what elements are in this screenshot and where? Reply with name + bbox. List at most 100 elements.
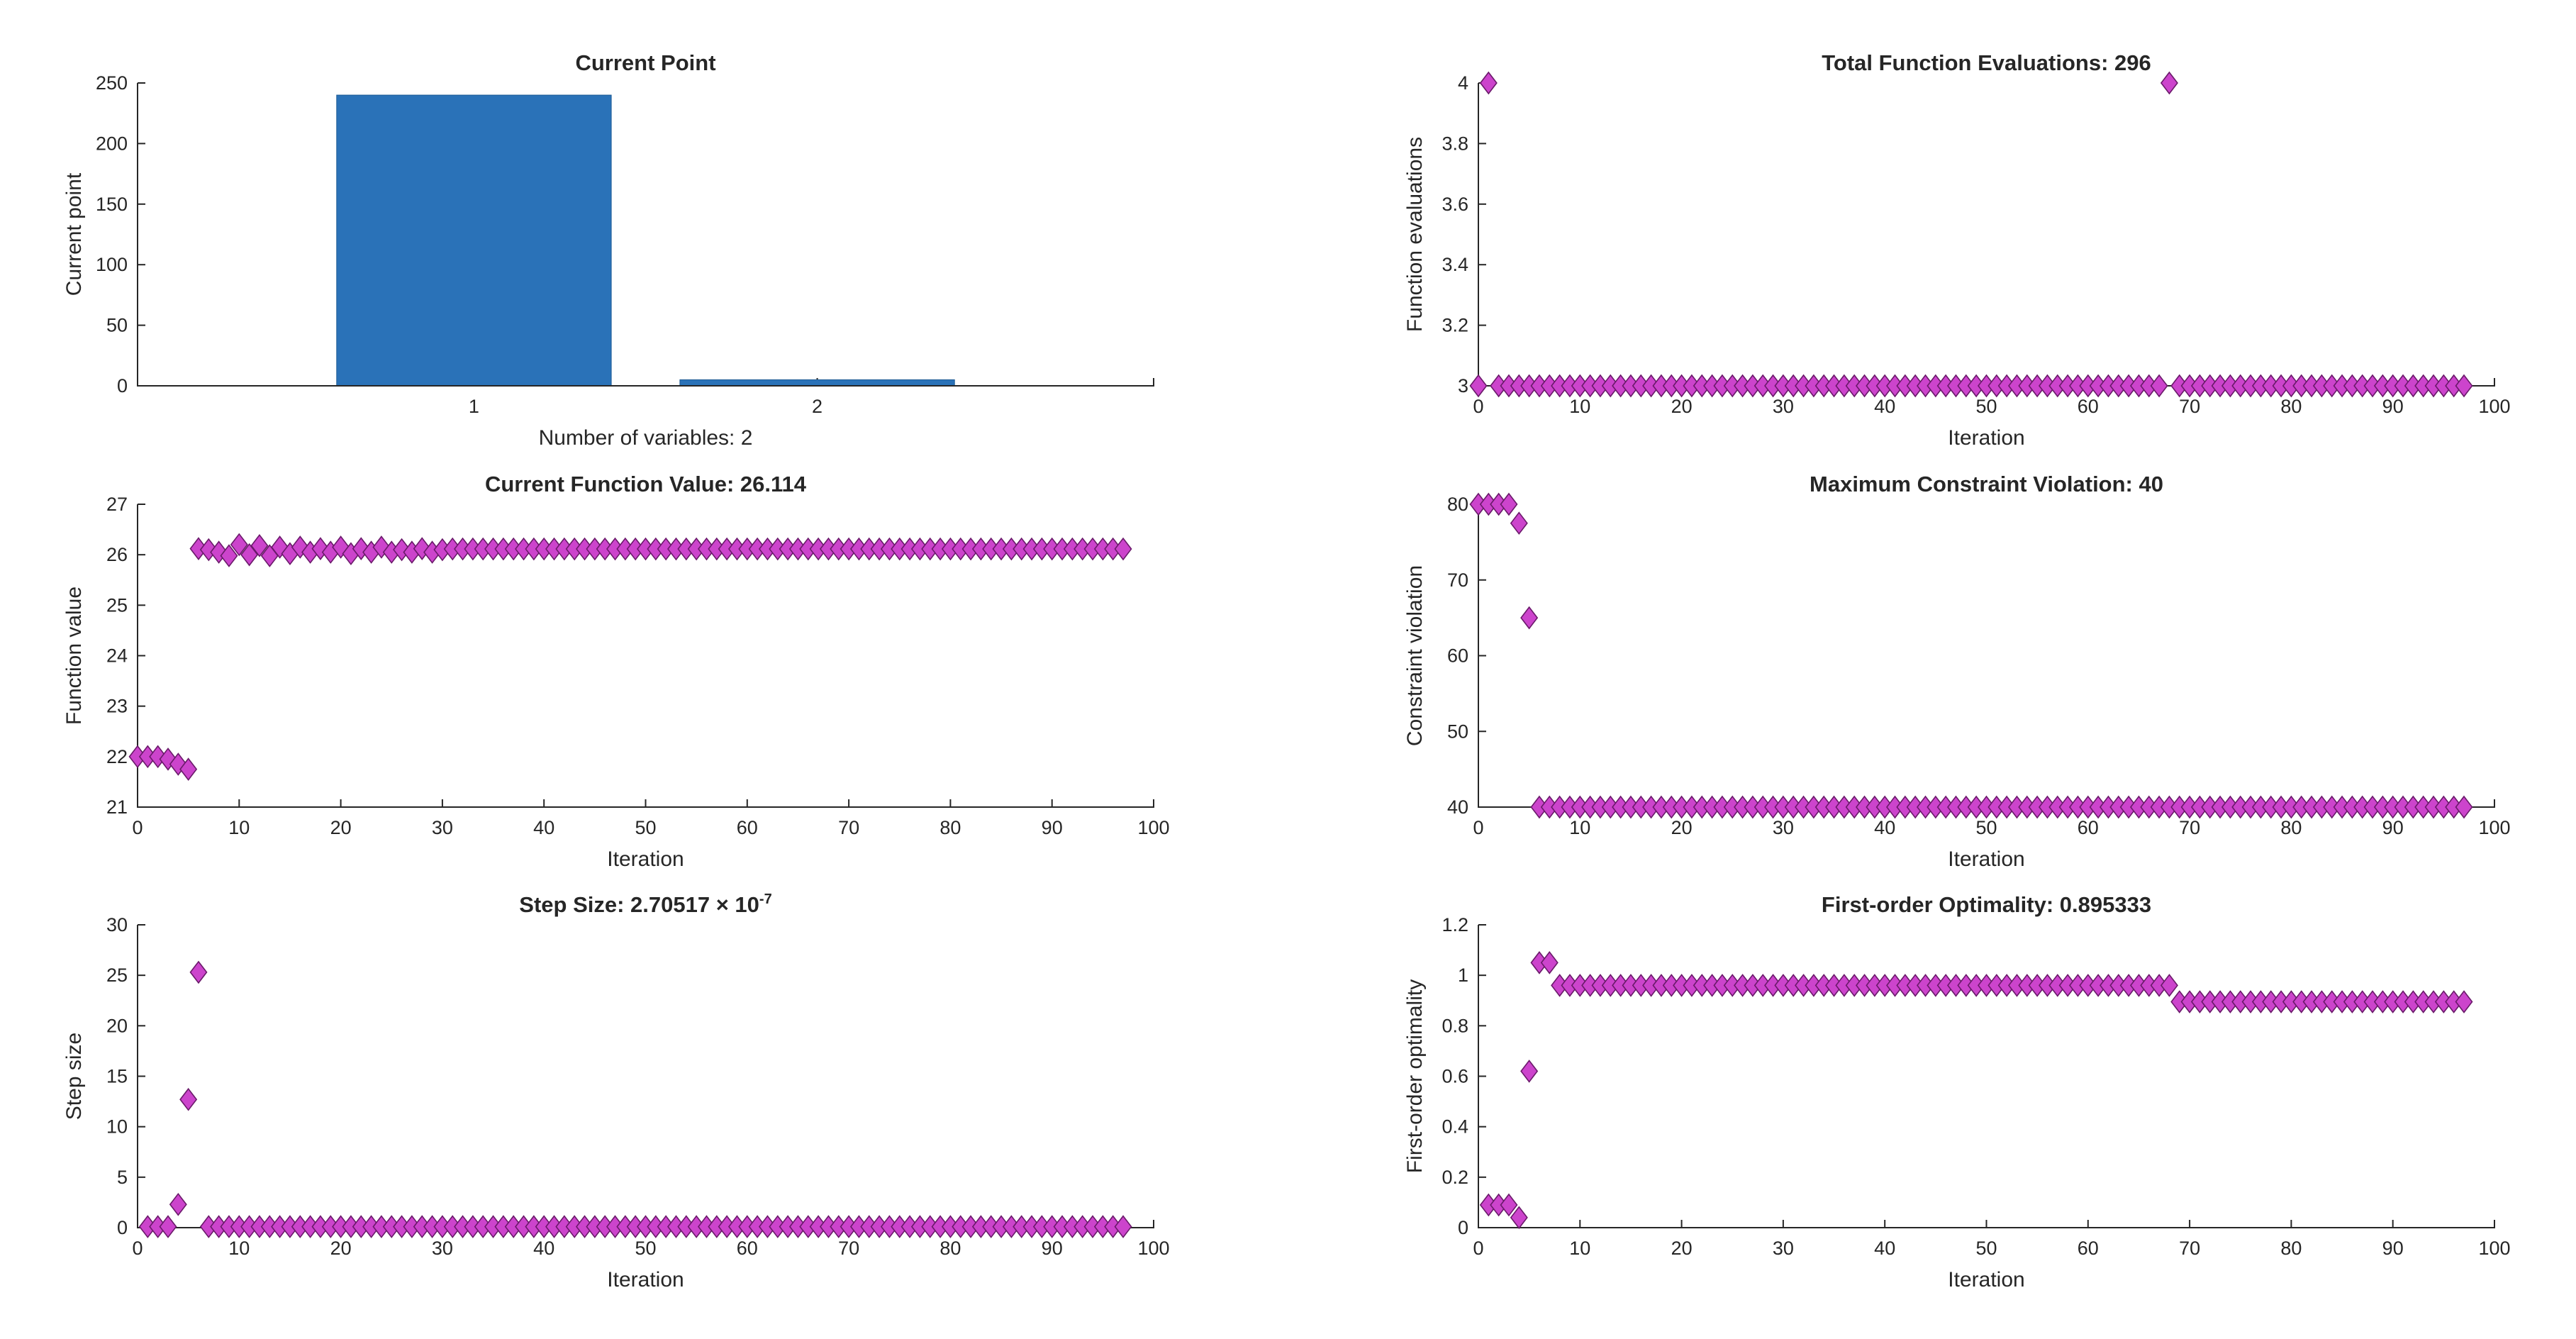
x-tick-label: 20 (330, 817, 352, 838)
data-point (1510, 1206, 1528, 1230)
y-axis-label: Constraint violation (1403, 565, 1427, 746)
x-tick-label: 30 (1773, 396, 1794, 417)
data-point (220, 544, 238, 567)
x-tick-label: 60 (737, 817, 758, 838)
x-tick-label: 1 (469, 396, 479, 417)
x-tick-label: 90 (1042, 1238, 1063, 1259)
x-tick-label: 80 (2280, 817, 2302, 838)
x-axis-label: Number of variables: 2 (539, 426, 753, 450)
chart-total_function_evaluations: Total Function Evaluations: 296 Iteration… (1403, 50, 2511, 450)
y-tick-label: 1 (1458, 965, 1468, 986)
chart-title: Step Size: 2.70517 × 10-7 (519, 891, 771, 917)
y-tick-label: 23 (106, 696, 128, 717)
chart-title: Total Function Evaluations: 296 (1822, 50, 2151, 75)
x-tick-label: 80 (2280, 1238, 2302, 1259)
x-tick-label: 80 (939, 817, 961, 838)
x-tick-label: 0 (1473, 396, 1483, 417)
data-point (413, 537, 431, 560)
y-axis-label: Function value (62, 587, 86, 725)
x-tick-label: 30 (432, 817, 453, 838)
x-tick-label: 70 (838, 1238, 859, 1259)
y-tick-label: 4 (1458, 72, 1468, 94)
data-point (1540, 951, 1559, 974)
x-tick-label: 60 (2078, 396, 2099, 417)
chart-title: Maximum Constraint Violation: 40 (1810, 472, 2163, 496)
y-tick-label: 22 (106, 746, 128, 767)
x-tick-label: 100 (1137, 817, 1169, 838)
x-tick-label: 40 (1874, 817, 1895, 838)
chart-title: Current Function Value: 26.114 (485, 472, 807, 496)
y-tick-label: 50 (1447, 721, 1468, 742)
y-tick-label: 25 (106, 965, 128, 986)
x-tick-label: 50 (1975, 817, 1997, 838)
x-tick-label: 20 (1671, 1238, 1693, 1259)
x-tick-label: 100 (2478, 817, 2510, 838)
y-tick-label: 150 (96, 194, 128, 215)
x-tick-label: 30 (432, 1238, 453, 1259)
data-point (2160, 71, 2178, 95)
data-point (1114, 1215, 1132, 1238)
y-tick-label: 15 (106, 1066, 128, 1087)
y-tick-label: 60 (1447, 645, 1468, 667)
x-axis-label: Iteration (607, 848, 684, 871)
x-tick-label: 0 (1473, 817, 1483, 838)
y-tick-label: 40 (1447, 796, 1468, 818)
x-tick-label: 80 (939, 1238, 961, 1259)
data-point (311, 537, 330, 560)
x-tick-label: 100 (2478, 1238, 2510, 1259)
x-tick-label: 10 (228, 817, 250, 838)
data-point (1510, 511, 1528, 535)
x-tick-label: 70 (2179, 817, 2200, 838)
x-tick-label: 70 (2179, 396, 2200, 417)
data-point (1520, 1060, 1539, 1083)
x-tick-label: 30 (1773, 817, 1794, 838)
data-point (240, 543, 259, 567)
x-tick-label: 50 (1975, 1238, 1997, 1259)
x-tick-label: 40 (533, 817, 554, 838)
data-point (271, 535, 289, 559)
y-tick-label: 3.4 (1442, 254, 1468, 275)
y-tick-label: 27 (106, 494, 128, 515)
chart-maximum_constraint_violation: Maximum Constraint Violation: 40 Iteratio… (1403, 472, 2511, 871)
x-tick-label: 0 (132, 817, 143, 838)
x-tick-label: 60 (2078, 1238, 2099, 1259)
data-point (1479, 71, 1498, 95)
y-tick-label: 3.2 (1442, 315, 1468, 336)
y-axis-label: Step size (62, 1033, 86, 1120)
chart-current_function_value: Current Function Value: 26.114 Iteration F… (62, 472, 1170, 871)
y-tick-label: 0 (117, 375, 128, 396)
x-tick-label: 20 (1671, 396, 1693, 417)
x-tick-label: 40 (533, 1238, 554, 1259)
y-tick-label: 0 (117, 1217, 128, 1238)
data-point (1500, 1193, 1518, 1217)
x-tick-label: 70 (2179, 1238, 2200, 1259)
x-tick-label: 50 (635, 1238, 656, 1259)
y-tick-label: 24 (106, 645, 128, 667)
y-tick-label: 25 (106, 594, 128, 616)
chart-title: Current Point (575, 50, 715, 75)
x-tick-label: 20 (330, 1238, 352, 1259)
x-axis-label: Iteration (1948, 426, 2024, 450)
y-tick-label: 3.8 (1442, 133, 1468, 154)
title-exponent: -7 (759, 891, 772, 907)
data-point (230, 533, 248, 557)
x-axis-label: Iteration (607, 1268, 684, 1291)
data-point (2455, 374, 2473, 398)
x-tick-label: 90 (1042, 817, 1063, 838)
x-tick-label: 10 (1569, 817, 1590, 838)
y-tick-label: 0.8 (1442, 1015, 1468, 1036)
data-point (1114, 537, 1132, 561)
data-point (332, 535, 350, 559)
axes-frame (1478, 504, 2495, 808)
x-tick-label: 10 (1569, 396, 1590, 417)
x-tick-label: 60 (2078, 817, 2099, 838)
y-axis-label: Current point (62, 172, 86, 296)
data-point (372, 535, 391, 559)
x-tick-label: 50 (1975, 396, 1997, 417)
y-tick-label: 5 (117, 1167, 128, 1188)
x-axis-label: Iteration (1948, 1268, 2024, 1291)
data-point (352, 537, 370, 560)
data-point (2455, 990, 2473, 1013)
x-tick-label: 40 (1874, 1238, 1895, 1259)
data-point (2160, 974, 2178, 997)
